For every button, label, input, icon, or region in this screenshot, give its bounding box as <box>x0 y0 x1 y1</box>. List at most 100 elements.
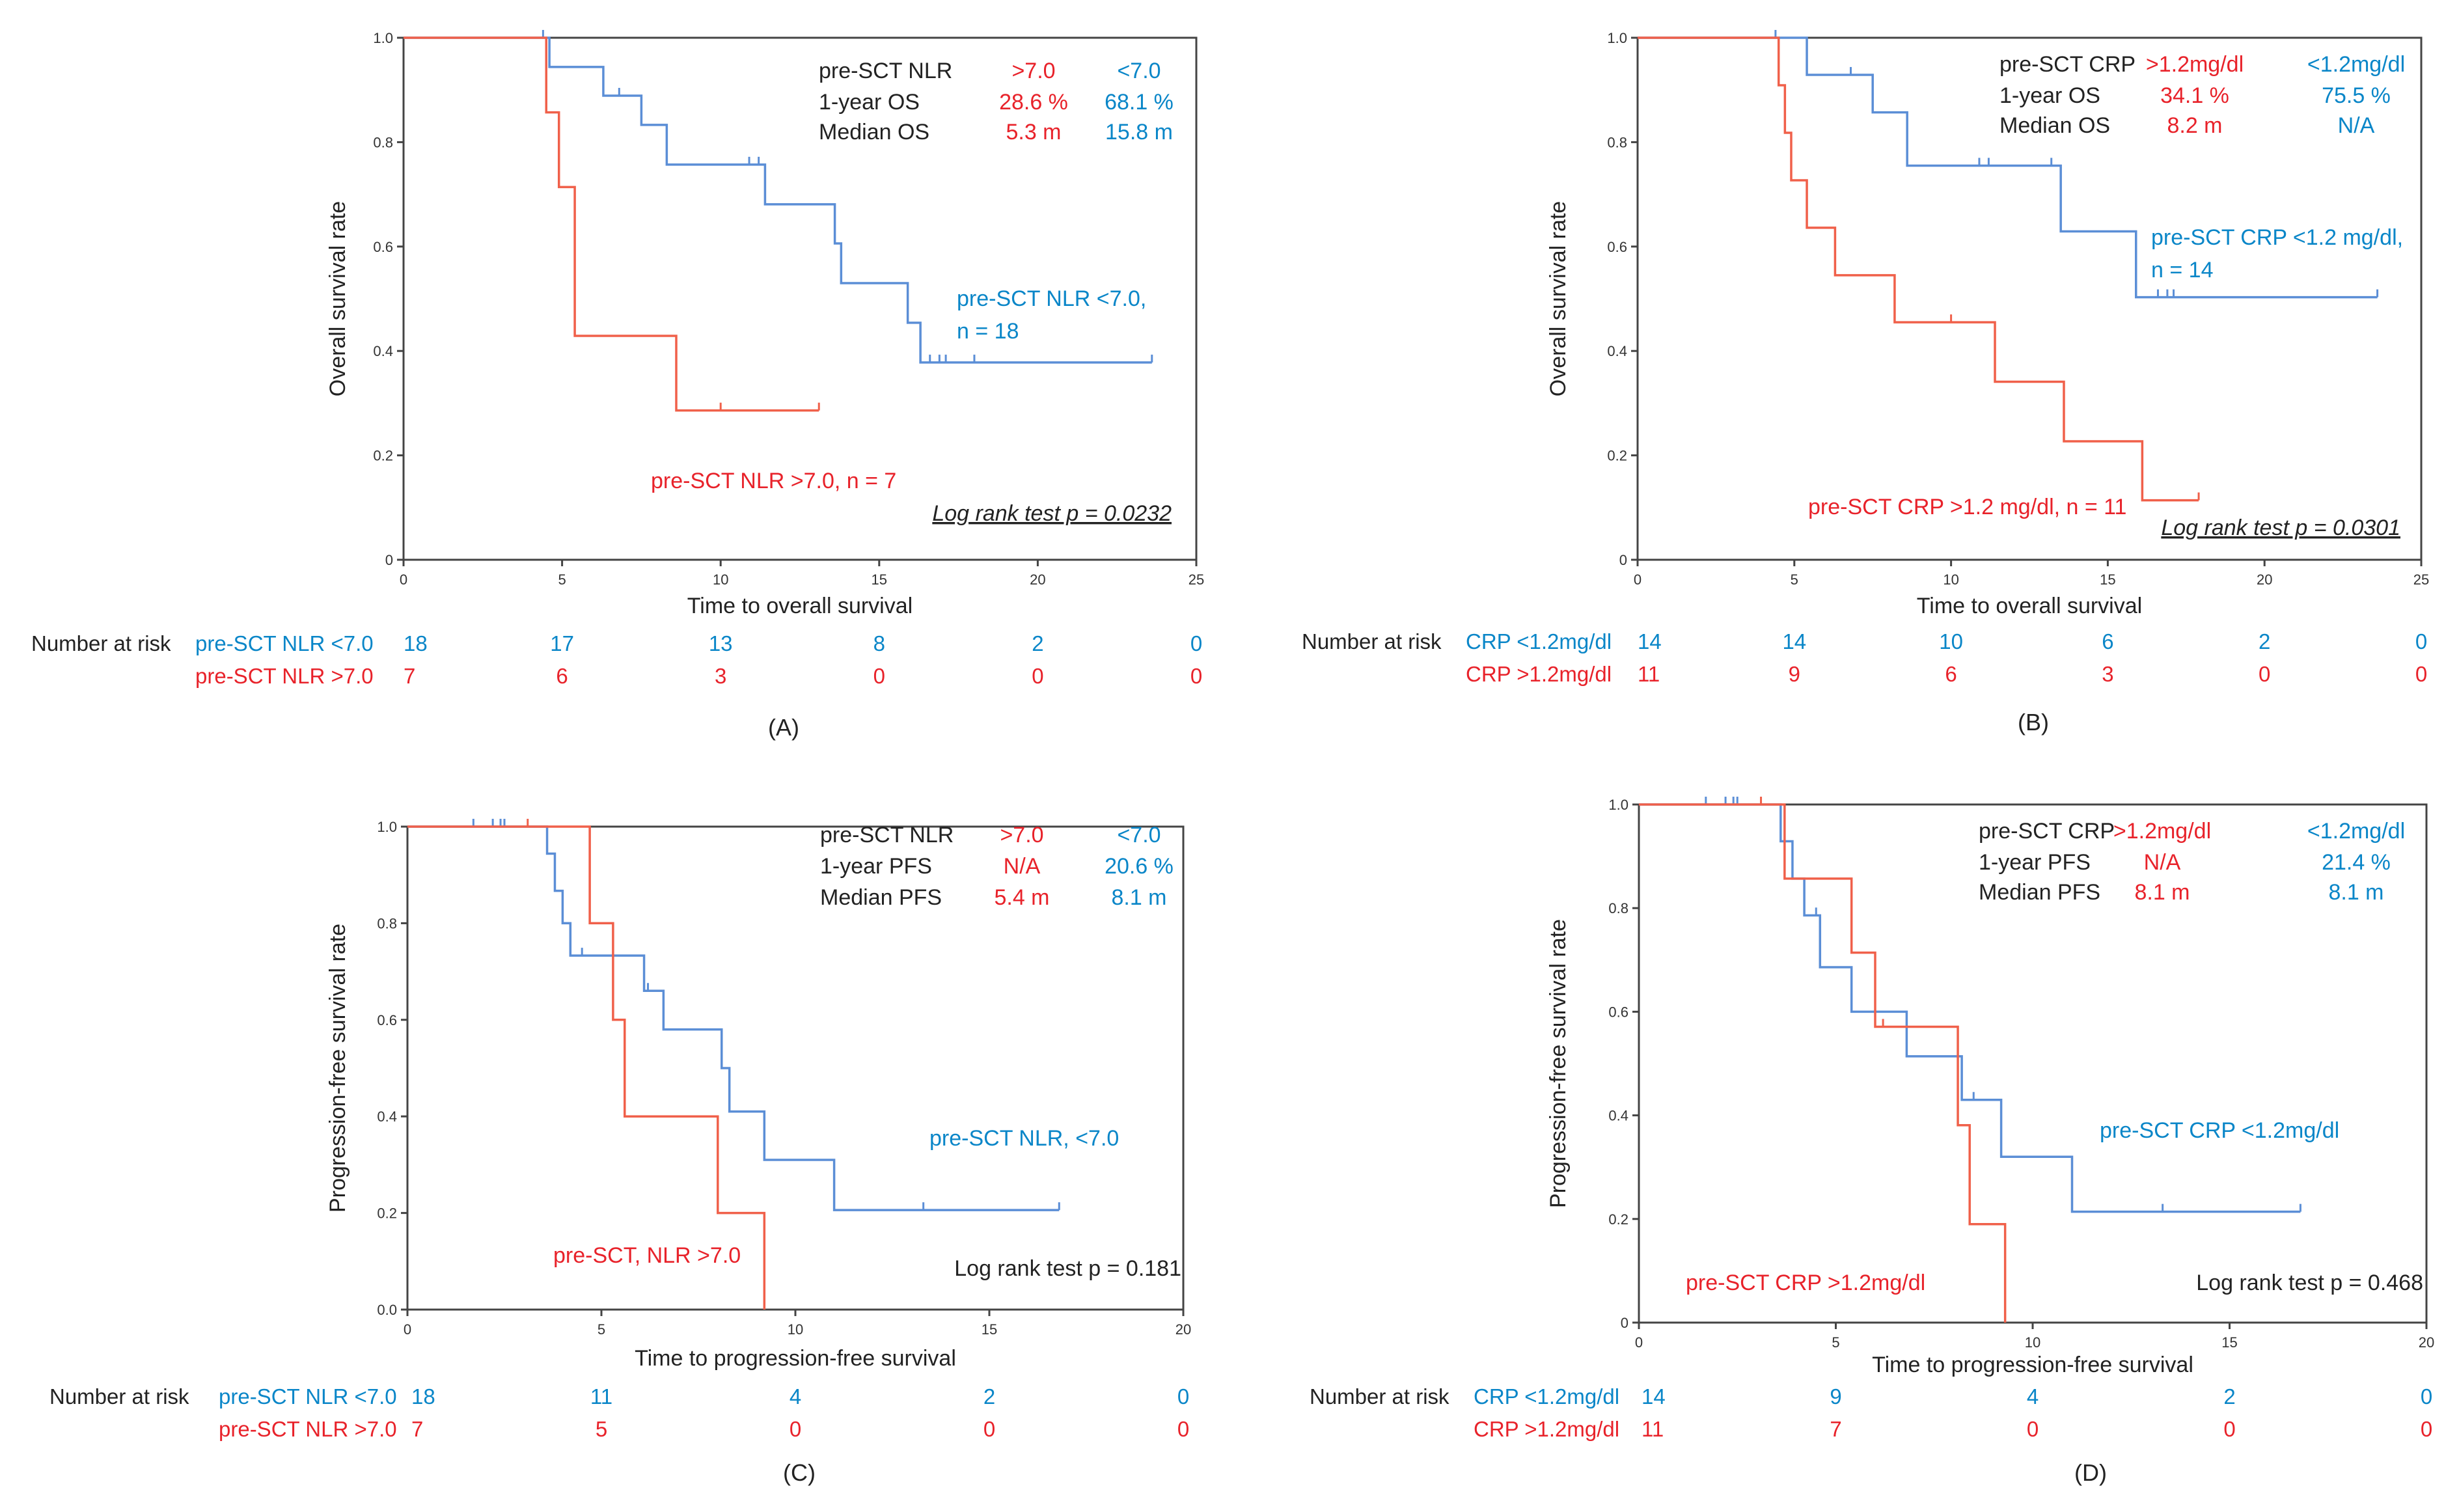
risk-count: 4 <box>2027 1384 2039 1409</box>
legend-cell: <7.0 <box>1117 823 1161 847</box>
risk-count: 5 <box>596 1417 607 1441</box>
risk-row-label: CRP >1.2mg/dl <box>1466 662 1612 686</box>
x-tick-label: 0 <box>404 1321 411 1338</box>
risk-count: 0 <box>873 664 885 688</box>
survival-curve-high <box>407 825 766 1310</box>
risk-count: 13 <box>709 631 733 655</box>
log-rank-annotation: Log rank test p = 0.468 <box>2196 1271 2423 1295</box>
legend-cell: 8.1 m <box>2134 880 2190 905</box>
risk-table-title: Number at risk <box>1310 1384 1449 1409</box>
risk-count: 11 <box>1638 662 1660 686</box>
x-tick-label: 15 <box>872 571 887 588</box>
risk-count: 6 <box>556 664 568 688</box>
y-tick-label: 0 <box>1621 1315 1628 1331</box>
series-label: n = 14 <box>2151 258 2213 282</box>
risk-row-label: pre-SCT NLR <7.0 <box>195 631 374 655</box>
risk-count: 2 <box>983 1384 995 1409</box>
survival-curve-high <box>1639 803 2007 1323</box>
survival-curve-low <box>407 825 1060 1211</box>
legend-cell: 34.1 % <box>2160 83 2229 108</box>
legend-cell: pre-SCT NLR <box>820 823 954 847</box>
legend-cell: 1-year PFS <box>1979 850 2091 875</box>
plot-frame <box>402 36 1198 561</box>
legend-cell: 1-year OS <box>819 90 920 115</box>
series-label: pre-SCT CRP >1.2mg/dl <box>1686 1271 1925 1295</box>
y-tick-label: 0.2 <box>373 448 393 464</box>
x-tick-label: 0 <box>400 571 407 588</box>
legend-cell: <1.2mg/dl <box>2307 52 2405 77</box>
x-tick-label: 20 <box>2419 1334 2434 1351</box>
y-tick-label: 0.4 <box>373 343 393 359</box>
risk-row-label: pre-SCT NLR >7.0 <box>195 664 374 688</box>
x-tick-label: 10 <box>1943 571 1958 588</box>
plot-frame <box>1636 36 2423 561</box>
risk-count: 9 <box>1789 662 1800 686</box>
y-tick-label: 0.6 <box>1608 1004 1628 1020</box>
legend-cell: 5.3 m <box>1006 120 1061 144</box>
plot-frame <box>406 825 1185 1311</box>
y-axis-label: Progression-free survival rate <box>325 924 350 1213</box>
legend-cell: 15.8 m <box>1105 120 1173 144</box>
risk-count: 4 <box>790 1384 801 1409</box>
y-tick-label: 1.0 <box>1608 797 1628 813</box>
legend-cell: 1-year PFS <box>820 854 932 879</box>
risk-count: 11 <box>590 1384 612 1409</box>
series-label: pre-SCT, NLR >7.0 <box>553 1243 741 1268</box>
risk-count: 6 <box>1945 662 1957 686</box>
y-tick-label: 0.2 <box>1607 448 1627 464</box>
legend-cell: N/A <box>2338 113 2375 138</box>
x-tick-label: 20 <box>1175 1321 1191 1338</box>
x-axis-label: Time to overall survival <box>1917 594 2142 618</box>
y-tick-label: 0.8 <box>373 134 393 150</box>
y-tick-label: 0.6 <box>377 1012 397 1028</box>
risk-row-label: CRP >1.2mg/dl <box>1474 1417 1619 1441</box>
y-tick-label: 0.4 <box>1607 343 1627 359</box>
y-tick-label: 0 <box>1619 552 1627 568</box>
risk-count: 2 <box>1032 631 1043 655</box>
series-label: pre-SCT CRP <1.2mg/dl <box>2100 1118 2339 1143</box>
panel-caption: (D) <box>2074 1459 2107 1486</box>
risk-count: 17 <box>550 631 574 655</box>
risk-count: 0 <box>1190 631 1202 655</box>
risk-count: 0 <box>1177 1417 1189 1441</box>
legend-cell: 8.2 m <box>2167 113 2222 138</box>
y-tick-label: 0 <box>385 552 393 568</box>
risk-row-label: pre-SCT NLR <7.0 <box>219 1384 397 1409</box>
legend-cell: 28.6 % <box>999 90 1068 115</box>
legend-cell: Median PFS <box>1979 880 2100 905</box>
risk-count: 0 <box>2421 1417 2432 1441</box>
legend-cell: N/A <box>1004 854 1041 879</box>
risk-table-title: Number at risk <box>31 631 171 655</box>
x-axis-label: Time to progression-free survival <box>1872 1353 2193 1377</box>
risk-table-title: Number at risk <box>1302 629 1442 653</box>
risk-count: 18 <box>404 631 428 655</box>
y-tick-label: 0.6 <box>1607 239 1627 255</box>
risk-count: 0 <box>1190 664 1202 688</box>
legend-cell: pre-SCT CRP <box>1979 819 2115 844</box>
series-label: pre-SCT CRP <1.2 mg/dl, <box>2151 225 2403 250</box>
legend-cell: 20.6 % <box>1105 854 1174 879</box>
y-tick-label: 1.0 <box>373 30 393 46</box>
legend-cell: >7.0 <box>1011 59 1055 83</box>
x-tick-label: 5 <box>598 1321 605 1338</box>
legend-cell: 21.4 % <box>2322 850 2391 875</box>
x-tick-label: 10 <box>788 1321 803 1338</box>
series-label: n = 18 <box>957 319 1019 344</box>
x-tick-label: 0 <box>1635 1334 1643 1351</box>
legend-cell: 8.1 m <box>2328 880 2383 905</box>
legend-cell: Median OS <box>1999 113 2110 138</box>
risk-count: 0 <box>1177 1384 1189 1409</box>
risk-count: 14 <box>1782 629 1806 653</box>
y-tick-label: 0.8 <box>1608 900 1628 916</box>
survival-curve-high <box>404 36 819 412</box>
y-axis-label: Overall survival rate <box>1546 201 1571 396</box>
legend-cell: 68.1 % <box>1105 90 1174 115</box>
risk-count: 0 <box>2421 1384 2432 1409</box>
survival-curve-low <box>404 36 1152 364</box>
y-tick-label: 0.4 <box>1608 1108 1628 1124</box>
risk-count: 3 <box>715 664 726 688</box>
legend-cell: Median PFS <box>820 885 942 910</box>
risk-count: 18 <box>411 1384 435 1409</box>
